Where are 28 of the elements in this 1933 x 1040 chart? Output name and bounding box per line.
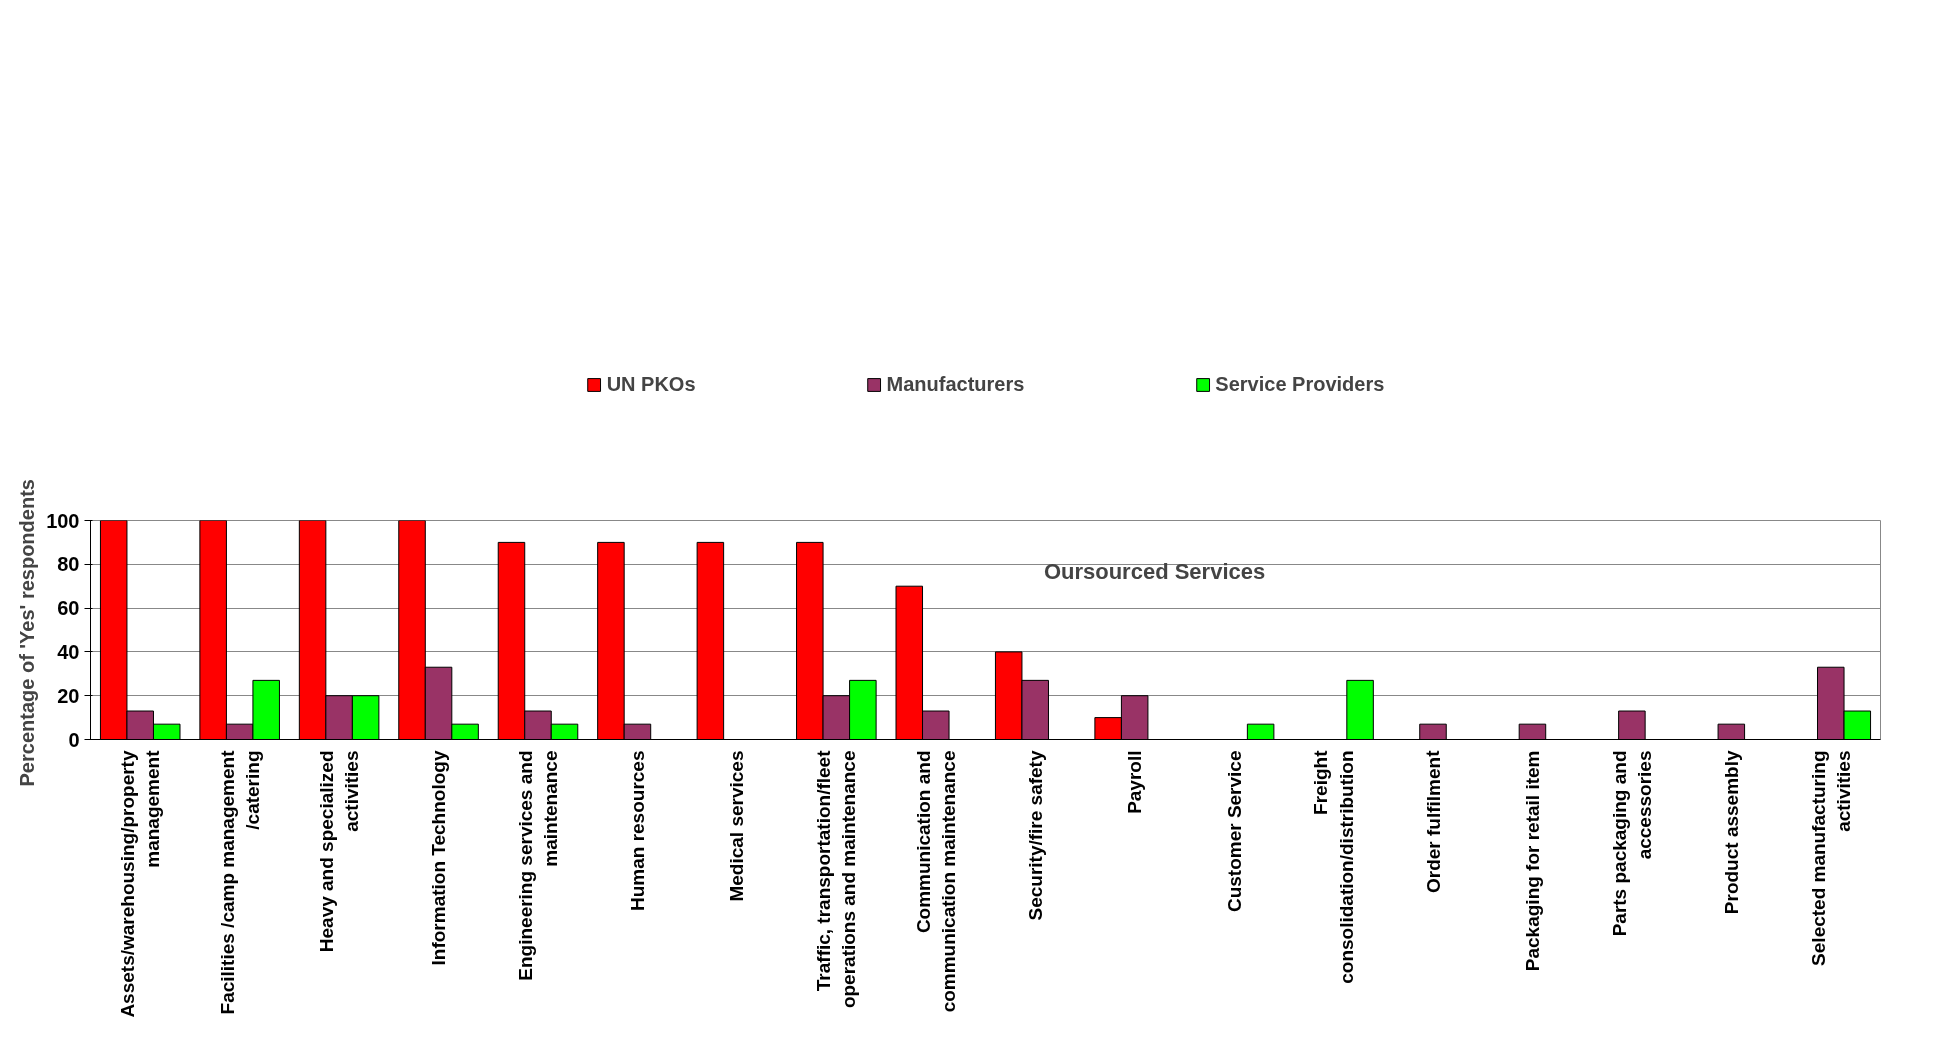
legend-label: Manufacturers (886, 372, 1025, 396)
y-tick-label: 0 (68, 728, 80, 751)
annotation: Oursourced Services (1043, 559, 1266, 585)
y-tick-label: 100 (46, 509, 80, 532)
y-tick-label: 60 (57, 597, 80, 620)
x-tick-label: Information Technology (428, 750, 450, 966)
x-tick-label: Medical services (726, 750, 748, 902)
x-tick-label: Human resources (626, 750, 648, 912)
x-tick-label: Assets/warehousing/property management (117, 749, 164, 1018)
y-tick-label: 20 (57, 684, 80, 707)
x-tick-label: Heavy and specialized activities (316, 750, 363, 953)
legend-label: UN PKOs (606, 372, 696, 396)
x-tick-label: Engineering services and maintenance (514, 750, 562, 981)
y-axis-title: Percentage of 'Yes' respondents (16, 479, 39, 787)
x-tick-label: Parts packaging and accessories (1608, 750, 1655, 937)
x-tick-label: Packaging for retail item (1521, 750, 1543, 972)
x-tick-label: Product assembly (1720, 750, 1742, 915)
x-tick-label: Security/fire safety (1024, 750, 1046, 921)
x-tick-label: Facilities /camp management /catering (216, 749, 263, 1015)
y-tick-label: 80 (57, 553, 80, 576)
x-tick-label: Order fulfilment (1422, 749, 1444, 894)
x-tick-label: Selected manufacturing activities (1807, 750, 1854, 966)
legend-label: Service Providers (1215, 372, 1385, 396)
x-tick-label: Payroll (1124, 750, 1146, 814)
x-tick-label: Customer Service (1223, 750, 1245, 913)
x-tick-label: Traffic, transportation/fleet operations and maintenance (813, 749, 860, 1009)
x-tick-label: Freight consolidation/distribution (1310, 749, 1357, 984)
y-tick-label: 40 (57, 640, 80, 663)
